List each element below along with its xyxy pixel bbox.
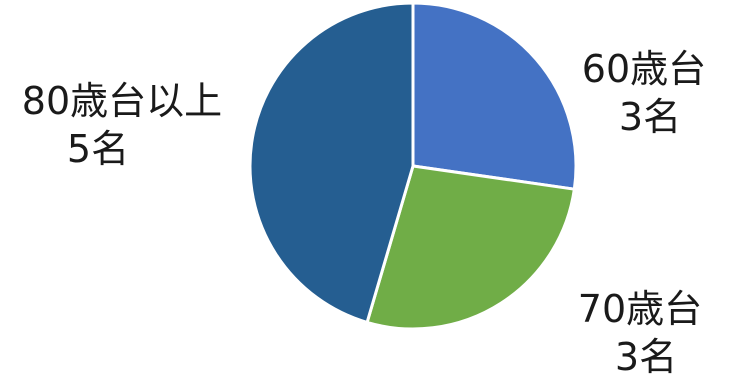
pie-slice-60s — [411, 1, 578, 191]
slice-label-80s-plus-count: 5名 — [67, 127, 129, 171]
pie-slices — [248, 1, 578, 331]
pie-slice-70s — [365, 164, 576, 331]
slice-label-70s-category: 70歳台 — [578, 287, 702, 331]
slice-label-60s: 60歳台 3名 — [582, 47, 718, 139]
slice-label-70s-count: 3名 — [615, 335, 677, 379]
pie-slice-80s-plus — [248, 1, 415, 324]
slice-label-60s-category: 60歳台 — [582, 47, 706, 91]
slice-label-60s-count: 3名 — [619, 95, 681, 139]
slice-label-70s: 70歳台 3名 — [578, 287, 714, 379]
slice-label-80s-plus-category: 80歳台以上 — [22, 79, 222, 123]
slice-label-80s-plus: 80歳台以上 5名 — [22, 79, 234, 171]
